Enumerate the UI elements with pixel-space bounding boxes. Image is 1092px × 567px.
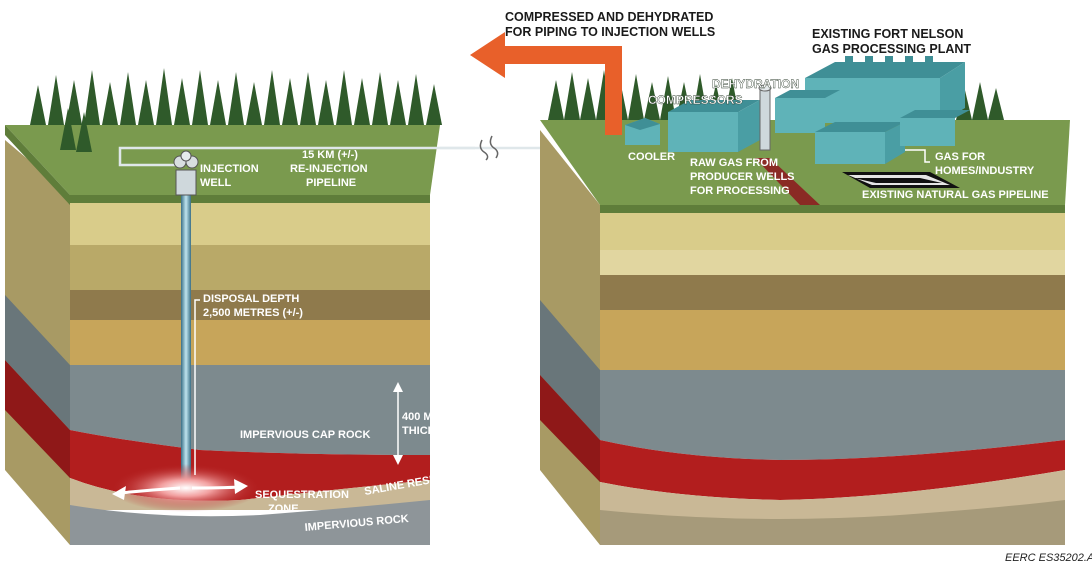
gas-for-label-line1: GAS FOR: [935, 151, 985, 163]
left-layer-4: [70, 320, 430, 365]
left-impervious-rock-layer: [70, 500, 430, 545]
reinjection-label-line1: 15 KM (+/-): [302, 149, 358, 161]
left-grass-top: [5, 125, 440, 195]
injection-well-label-line1: INJECTION: [200, 163, 259, 175]
dehydration-tower: [758, 84, 772, 151]
reinjection-pipeline: [118, 146, 475, 167]
right-layer-1: [600, 205, 1065, 250]
right-side-red: [540, 375, 600, 482]
left-side-gray: [5, 295, 70, 430]
compressor-building: [668, 100, 760, 152]
disposal-label-line2: 2,500 METRES (+/-): [203, 307, 303, 319]
left-layer-2: [70, 245, 430, 290]
dehydration-label: DEHYDRATION: [712, 77, 799, 91]
secondary-plant-building: [815, 110, 970, 164]
thickness-label-line2: THICK (+/-): [402, 425, 459, 437]
arrow-label-line2: FOR PIPING TO INJECTION WELLS: [505, 25, 715, 39]
raw-gas-label-line1: RAW GAS FROM: [690, 157, 778, 169]
left-block: [5, 68, 475, 545]
left-grass-side: [5, 125, 70, 205]
left-tree-line: [30, 68, 442, 152]
right-grass-edge: [600, 205, 1065, 213]
credit-text: EERC ES35202.AI: [1005, 552, 1092, 564]
existing-pipeline-graphic: [842, 172, 960, 188]
gas-for-label-line2: HOMES/INDUSTRY: [935, 165, 1035, 177]
left-layer-1: [70, 195, 430, 245]
injection-well-label-line2: WELL: [200, 177, 231, 189]
existing-pipeline-label: EXISTING NATURAL GAS PIPELINE: [862, 189, 1049, 201]
right-layer-2: [600, 250, 1065, 275]
disposal-label-line1: DISPOSAL DEPTH: [203, 293, 299, 305]
plant-label-line1: EXISTING FORT NELSON: [812, 27, 963, 41]
right-reservoir-layer: [600, 440, 1065, 500]
bracket-top: [393, 382, 403, 392]
compressors-label: COMPRESSORS: [648, 93, 743, 107]
wellhead: [173, 150, 199, 196]
raw-gas-label-line2: PRODUCER WELLS: [690, 171, 795, 183]
bracket-bottom: [393, 455, 403, 465]
left-cap-rock-layer: [70, 365, 430, 455]
thickness-label-line1: 400 METRES: [402, 411, 469, 423]
left-side-red: [5, 360, 70, 478]
arrow-label-line1: COMPRESSED AND DEHYDRATED: [505, 10, 713, 24]
right-gray-layer: [600, 370, 1065, 460]
left-layer-3: [70, 290, 430, 320]
disposal-pointer: [194, 299, 200, 475]
reinjection-label-line3: PIPELINE: [306, 177, 356, 189]
pipeline-break-symbol: [440, 135, 545, 161]
compressed-gas-arrow: [470, 32, 622, 135]
arrowhead-right: [234, 479, 248, 494]
right-layer-3: [600, 275, 1065, 310]
right-bottom-layer: [600, 500, 1065, 545]
left-grass-edge: [70, 195, 430, 203]
right-layer-4: [600, 310, 1065, 370]
right-side-gray: [540, 300, 600, 440]
main-plant-building: [775, 56, 965, 133]
arrowhead-left: [112, 486, 126, 500]
sequestration-glow: [111, 464, 261, 512]
cap-rock-label: IMPERVIOUS CAP ROCK: [240, 429, 370, 441]
cooler-label: COOLER: [628, 151, 675, 163]
cooler-building: [625, 118, 660, 145]
sequestration-label-line2: ZONE: [268, 503, 299, 515]
plant-label-line2: GAS PROCESSING PLANT: [812, 42, 971, 56]
labels: COMPRESSED AND DEHYDRATED FOR PIPING TO …: [200, 10, 1092, 564]
reinjection-label-line2: RE-INJECTION: [290, 163, 368, 175]
injection-well-shaft: [181, 195, 191, 485]
raw-gas-pipe: [755, 158, 820, 205]
right-block: [540, 56, 1070, 545]
gas-for-homes-line: [905, 149, 930, 163]
sequestration-arrow-right: [191, 485, 241, 490]
sequestration-label-line1: SEQUESTRATION: [255, 489, 349, 501]
raw-gas-label-line3: FOR PROCESSING: [690, 185, 790, 197]
